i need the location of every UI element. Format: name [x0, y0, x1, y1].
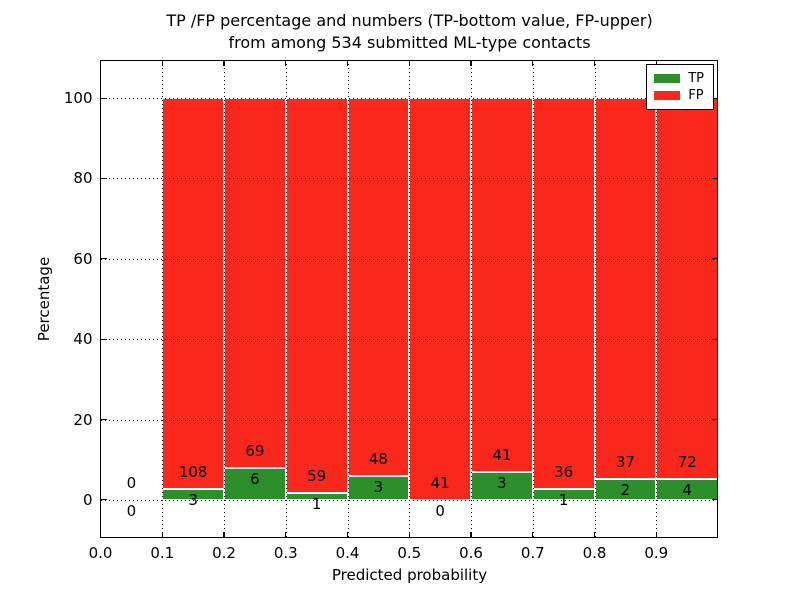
fp-count-label: 72: [677, 452, 697, 471]
y-tick-label: 80: [73, 169, 93, 188]
bar-tp-segment: [471, 472, 533, 500]
y-tick-mark-left: [100, 338, 107, 340]
y-tick-mark-right: [712, 97, 718, 99]
chart-title: TP /FP percentage and numbers (TP-bottom…: [101, 10, 718, 54]
fp-count-label: 59: [307, 467, 327, 486]
y-tick-mark-right: [712, 338, 718, 340]
gridline-vertical: [409, 60, 411, 538]
x-tick-mark-bottom: [470, 532, 472, 538]
fp-count-label: 69: [245, 441, 265, 460]
y-tick-label: 40: [73, 330, 93, 349]
y-tick-mark-left: [100, 97, 107, 99]
y-tick-mark-right: [712, 177, 718, 180]
legend-swatch-tp: [654, 74, 681, 83]
x-tick-label: 0.0: [88, 544, 113, 562]
x-tick-mark-bottom: [655, 532, 657, 538]
legend-label-fp: FP: [688, 88, 704, 103]
x-tick-mark-top: [223, 60, 225, 66]
fp-count-label: 37: [615, 453, 635, 472]
legend-entry-tp: TP: [654, 70, 704, 87]
x-tick-mark-top: [532, 60, 534, 66]
x-tick-mark-top: [161, 60, 163, 66]
bar-fp-segment: [409, 98, 471, 500]
gridline-vertical: [656, 60, 658, 538]
x-tick-mark-bottom: [346, 532, 349, 538]
x-tick-mark-top: [593, 60, 596, 66]
fp-count-label: 108: [178, 462, 208, 481]
y-tick-mark-left: [100, 418, 107, 421]
tp-count-label: 4: [682, 480, 692, 499]
bar-fp-segment: [532, 98, 595, 489]
bar-fp-segment: [285, 98, 348, 494]
gridline-vertical: [532, 60, 534, 538]
tp-count-label: 3: [373, 478, 384, 497]
chart-title-line1: TP /FP percentage and numbers (TP-bottom…: [166, 11, 653, 30]
bar-fp-segment: [162, 98, 224, 489]
x-axis-label: Predicted probability: [331, 566, 488, 584]
gridline-vertical: [471, 60, 472, 538]
chart-title-line2: from among 534 submitted ML-type contact…: [228, 33, 591, 52]
gridline-vertical: [347, 60, 349, 538]
tp-count-label: 0: [126, 501, 137, 520]
fp-count-label: 48: [368, 450, 388, 469]
x-tick-mark-top: [285, 60, 287, 66]
x-tick-label: 0.1: [150, 544, 175, 562]
x-tick-mark-top: [655, 60, 657, 66]
x-tick-mark-bottom: [408, 532, 410, 538]
y-tick-label: 100: [63, 89, 93, 108]
x-tick-label: 0.4: [335, 544, 360, 562]
y-tick-label: 0: [82, 490, 93, 509]
x-tick-mark-bottom: [593, 532, 596, 538]
y-tick-mark-left: [100, 258, 107, 260]
x-tick-label: 0.6: [459, 544, 483, 562]
x-tick-label: 0.3: [273, 544, 298, 562]
tp-count-label: 2: [620, 481, 631, 500]
y-tick-mark-right: [712, 418, 718, 421]
legend-swatch-fp: [654, 91, 681, 100]
tp-count-label: 3: [188, 490, 198, 509]
bar-tp-segment: [224, 467, 286, 500]
fp-count-label: 0: [126, 473, 137, 492]
tp-count-label: 1: [558, 490, 569, 509]
fp-count-label: 41: [492, 446, 512, 465]
x-tick-mark-bottom: [532, 532, 534, 538]
bar-fp-segment: [594, 98, 657, 480]
tp-count-label: 0: [435, 501, 445, 520]
x-tick-label: 0.8: [582, 544, 607, 562]
gridline-vertical: [224, 60, 225, 538]
x-tick-label: 0.7: [520, 544, 545, 562]
x-tick-label: 0.5: [397, 544, 422, 562]
tp-count-label: 3: [497, 474, 507, 493]
y-tick-mark-left: [100, 499, 107, 501]
legend-entry-fp: FP: [654, 87, 704, 104]
x-tick-label: 0.9: [644, 544, 669, 562]
tp-count-label: 6: [250, 469, 260, 488]
x-tick-mark-top: [470, 60, 472, 66]
x-tick-mark-bottom: [285, 532, 287, 538]
legend: TP FP: [646, 64, 714, 110]
gridline-vertical: [162, 60, 164, 538]
y-tick-mark-right: [712, 258, 718, 260]
fp-count-label: 36: [554, 462, 574, 481]
gridline-vertical: [285, 60, 287, 538]
tp-count-label: 1: [311, 495, 322, 514]
y-tick-mark-right: [712, 499, 718, 501]
x-tick-mark-top: [408, 60, 410, 66]
x-tick-mark-bottom: [223, 532, 225, 538]
x-tick-mark-bottom: [161, 532, 163, 538]
fp-count-label: 41: [430, 473, 450, 492]
y-tick-mark-left: [100, 177, 107, 180]
y-tick-label: 60: [73, 249, 93, 268]
x-tick-mark-top: [346, 60, 349, 66]
gridline-vertical: [594, 60, 596, 538]
y-tick-label: 20: [73, 410, 93, 429]
legend-label-tp: TP: [688, 71, 704, 86]
bar-fp-segment: [347, 98, 410, 477]
x-tick-label: 0.2: [212, 544, 236, 562]
